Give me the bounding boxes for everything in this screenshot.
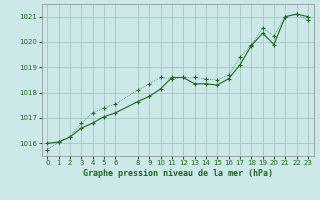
X-axis label: Graphe pression niveau de la mer (hPa): Graphe pression niveau de la mer (hPa)	[83, 169, 273, 178]
